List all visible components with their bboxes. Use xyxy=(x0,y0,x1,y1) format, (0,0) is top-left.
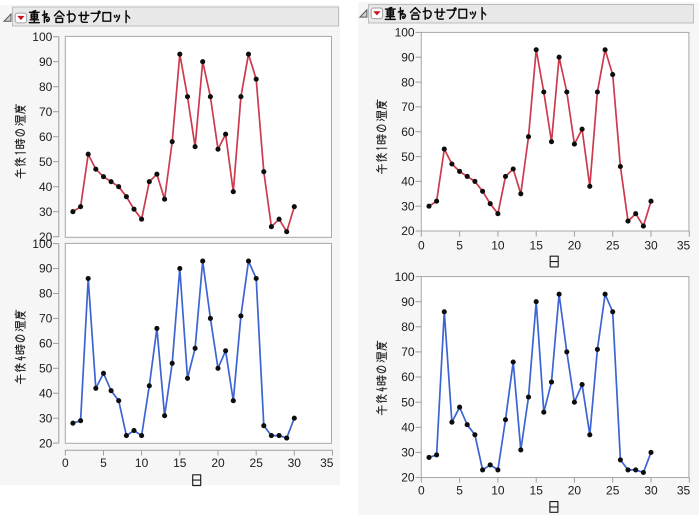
svg-text:80: 80 xyxy=(39,80,53,94)
svg-text:70: 70 xyxy=(39,105,53,119)
svg-text:50: 50 xyxy=(39,155,53,169)
svg-text:25: 25 xyxy=(606,238,620,252)
svg-text:60: 60 xyxy=(39,337,53,351)
svg-text:10: 10 xyxy=(491,483,505,497)
svg-text:20: 20 xyxy=(568,483,582,497)
svg-text:30: 30 xyxy=(644,483,658,497)
svg-text:60: 60 xyxy=(401,125,415,139)
svg-text:70: 70 xyxy=(401,100,415,114)
svg-text:5: 5 xyxy=(456,483,463,497)
svg-text:50: 50 xyxy=(401,150,415,164)
svg-text:30: 30 xyxy=(401,446,415,460)
svg-text:30: 30 xyxy=(401,199,415,213)
svg-text:0: 0 xyxy=(418,483,425,497)
svg-text:35: 35 xyxy=(677,238,691,252)
svg-text:100: 100 xyxy=(395,270,415,284)
svg-text:60: 60 xyxy=(39,130,53,144)
svg-text:40: 40 xyxy=(401,421,415,435)
svg-text:40: 40 xyxy=(401,175,415,189)
svg-text:20: 20 xyxy=(568,238,582,252)
svg-text:30: 30 xyxy=(644,238,658,252)
svg-text:15: 15 xyxy=(173,456,187,470)
svg-text:5: 5 xyxy=(456,238,463,252)
svg-text:80: 80 xyxy=(401,320,415,334)
svg-text:100: 100 xyxy=(395,26,415,40)
svg-text:10: 10 xyxy=(491,238,505,252)
svg-text:35: 35 xyxy=(677,483,691,497)
svg-text:40: 40 xyxy=(39,180,53,194)
svg-text:20: 20 xyxy=(211,456,225,470)
svg-text:20: 20 xyxy=(401,471,415,485)
svg-text:90: 90 xyxy=(39,55,53,69)
svg-text:90: 90 xyxy=(401,50,415,64)
svg-text:15: 15 xyxy=(530,483,544,497)
svg-text:50: 50 xyxy=(401,395,415,409)
svg-text:30: 30 xyxy=(288,456,302,470)
svg-text:10: 10 xyxy=(135,456,149,470)
svg-text:80: 80 xyxy=(39,287,53,301)
svg-text:20: 20 xyxy=(39,230,53,244)
svg-text:5: 5 xyxy=(100,456,107,470)
svg-text:90: 90 xyxy=(39,262,53,276)
svg-text:20: 20 xyxy=(39,436,53,450)
svg-text:50: 50 xyxy=(39,362,53,376)
svg-text:100: 100 xyxy=(32,237,52,251)
svg-text:30: 30 xyxy=(39,411,53,425)
svg-text:25: 25 xyxy=(606,483,620,497)
svg-text:80: 80 xyxy=(401,75,415,89)
svg-text:15: 15 xyxy=(530,238,544,252)
svg-text:40: 40 xyxy=(39,386,53,400)
svg-text:70: 70 xyxy=(39,312,53,326)
svg-text:20: 20 xyxy=(401,224,415,238)
svg-text:0: 0 xyxy=(418,238,425,252)
svg-text:0: 0 xyxy=(62,456,69,470)
svg-text:70: 70 xyxy=(401,345,415,359)
svg-text:60: 60 xyxy=(401,370,415,384)
svg-text:25: 25 xyxy=(250,456,264,470)
svg-text:90: 90 xyxy=(401,295,415,309)
svg-text:30: 30 xyxy=(39,205,53,219)
svg-text:100: 100 xyxy=(32,30,52,44)
svg-text:35: 35 xyxy=(320,456,334,470)
